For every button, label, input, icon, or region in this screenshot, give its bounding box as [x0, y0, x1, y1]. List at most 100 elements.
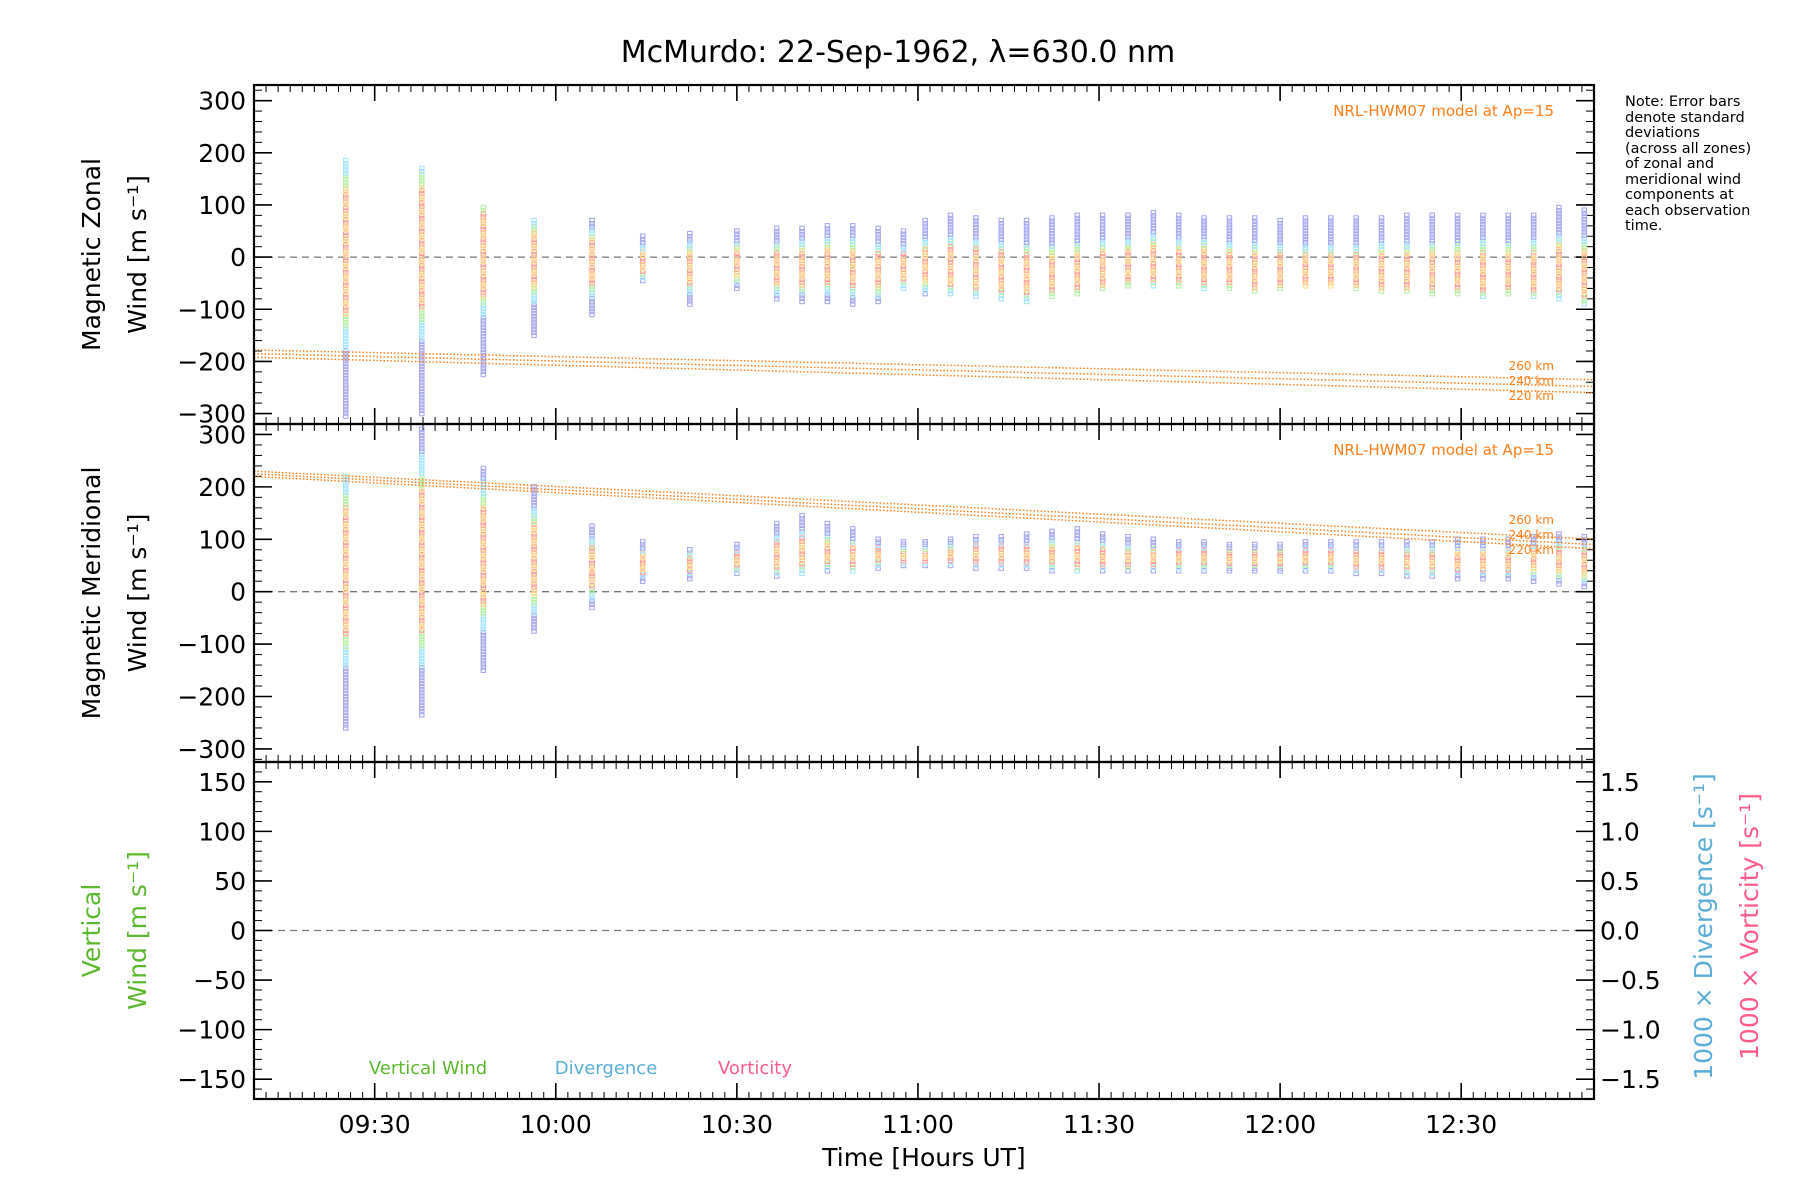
zone-point — [1404, 548, 1410, 554]
zone-point — [531, 332, 537, 339]
zone-point — [419, 275, 425, 282]
zone-point — [480, 642, 487, 648]
zone-point — [1454, 231, 1461, 237]
zone-point — [687, 292, 693, 298]
zone-point — [1302, 255, 1309, 261]
zone-point — [1049, 277, 1055, 284]
zone-point — [342, 407, 349, 413]
zone-point — [1581, 223, 1588, 229]
zone-point — [1201, 242, 1207, 249]
zone-point — [900, 250, 907, 257]
zone-point — [1556, 581, 1562, 587]
zone-point — [589, 557, 595, 564]
zone-point — [1505, 275, 1512, 281]
zone-point — [480, 337, 487, 343]
zone-point — [824, 527, 831, 533]
zone-point — [419, 303, 425, 310]
zone-point — [850, 248, 856, 254]
zone-point — [1099, 253, 1106, 260]
zone-point — [480, 239, 487, 245]
zone-point — [773, 536, 780, 542]
zone-point — [531, 292, 537, 298]
zone-point — [773, 268, 780, 275]
zone-point — [875, 539, 881, 545]
zone-point — [1328, 233, 1334, 240]
zone-point — [1328, 230, 1334, 237]
zone-point — [1150, 267, 1157, 273]
zone-point — [342, 637, 349, 643]
zone-point — [342, 313, 349, 320]
zone-point — [1353, 236, 1359, 243]
zone-point — [342, 567, 349, 574]
zone-point — [1252, 275, 1258, 282]
zone-point — [1049, 540, 1055, 547]
zone-point — [1505, 560, 1512, 567]
zone-point — [1429, 287, 1435, 294]
y-axis-label: Magnetic Zonal — [77, 158, 106, 351]
zone-point — [1328, 556, 1334, 562]
zone-point — [480, 538, 487, 544]
zone-point — [799, 228, 805, 235]
zone-point — [1556, 296, 1562, 302]
zone-point — [1429, 237, 1435, 244]
zone-point — [1404, 269, 1410, 275]
zone-point — [773, 253, 780, 259]
zone-point — [1175, 553, 1182, 560]
zone-point — [773, 554, 780, 561]
zone-point — [973, 549, 979, 556]
x-tick-label: 10:30 — [701, 1110, 773, 1139]
zone-point — [1353, 270, 1359, 276]
zone-point — [1049, 531, 1055, 538]
zone-point — [342, 388, 349, 394]
zone-point — [1252, 221, 1258, 228]
zone-point — [998, 264, 1004, 271]
zone-point — [824, 279, 831, 286]
zone-point — [1150, 545, 1157, 552]
zone-point — [419, 215, 425, 222]
zone-point — [342, 273, 349, 279]
y-tick-label: 150 — [198, 768, 246, 797]
zone-point — [1150, 539, 1157, 546]
zone-point — [1429, 247, 1435, 253]
zone-point — [1099, 540, 1106, 546]
zone-point — [1150, 567, 1157, 574]
y2-axis-label-vorticity: 1000 × Vorticity [s⁻¹] — [1735, 793, 1764, 1060]
zone-point — [1581, 583, 1588, 590]
zone-point — [480, 576, 487, 582]
y2-tick-label: −0.5 — [1600, 966, 1661, 995]
zone-point — [773, 533, 780, 539]
zone-point — [531, 276, 537, 283]
zone-point — [419, 652, 425, 658]
zone-point — [1226, 279, 1233, 286]
zone-point — [947, 222, 954, 228]
zone-point — [1023, 248, 1030, 255]
zone-point — [1049, 549, 1055, 556]
y2-tick-label: 0.5 — [1600, 867, 1640, 896]
zone-point — [1429, 240, 1435, 247]
zone-point — [824, 533, 831, 539]
zone-point — [1023, 556, 1030, 562]
zone-point — [1175, 273, 1182, 280]
zone-point — [922, 281, 928, 287]
zone-point — [342, 571, 349, 577]
zone-point — [799, 251, 805, 257]
zone-point — [1125, 255, 1131, 261]
zone-point — [531, 515, 537, 521]
zone-point — [419, 605, 425, 611]
zone-point — [998, 533, 1004, 540]
zone-point — [419, 329, 425, 335]
zone-point — [1480, 557, 1486, 564]
zone-point — [1353, 548, 1359, 555]
zone-point — [799, 279, 805, 286]
zone-point — [900, 263, 907, 269]
zone-point — [1328, 267, 1334, 274]
zone-point — [419, 589, 425, 596]
model-altitude-label: 220 km — [1509, 543, 1554, 557]
zone-point — [419, 200, 425, 206]
zone-point — [589, 280, 595, 286]
zone-point — [1328, 258, 1334, 264]
zone-point — [1328, 224, 1334, 230]
zone-point — [998, 277, 1004, 283]
zone-point — [419, 244, 425, 250]
zone-point — [1175, 550, 1182, 557]
